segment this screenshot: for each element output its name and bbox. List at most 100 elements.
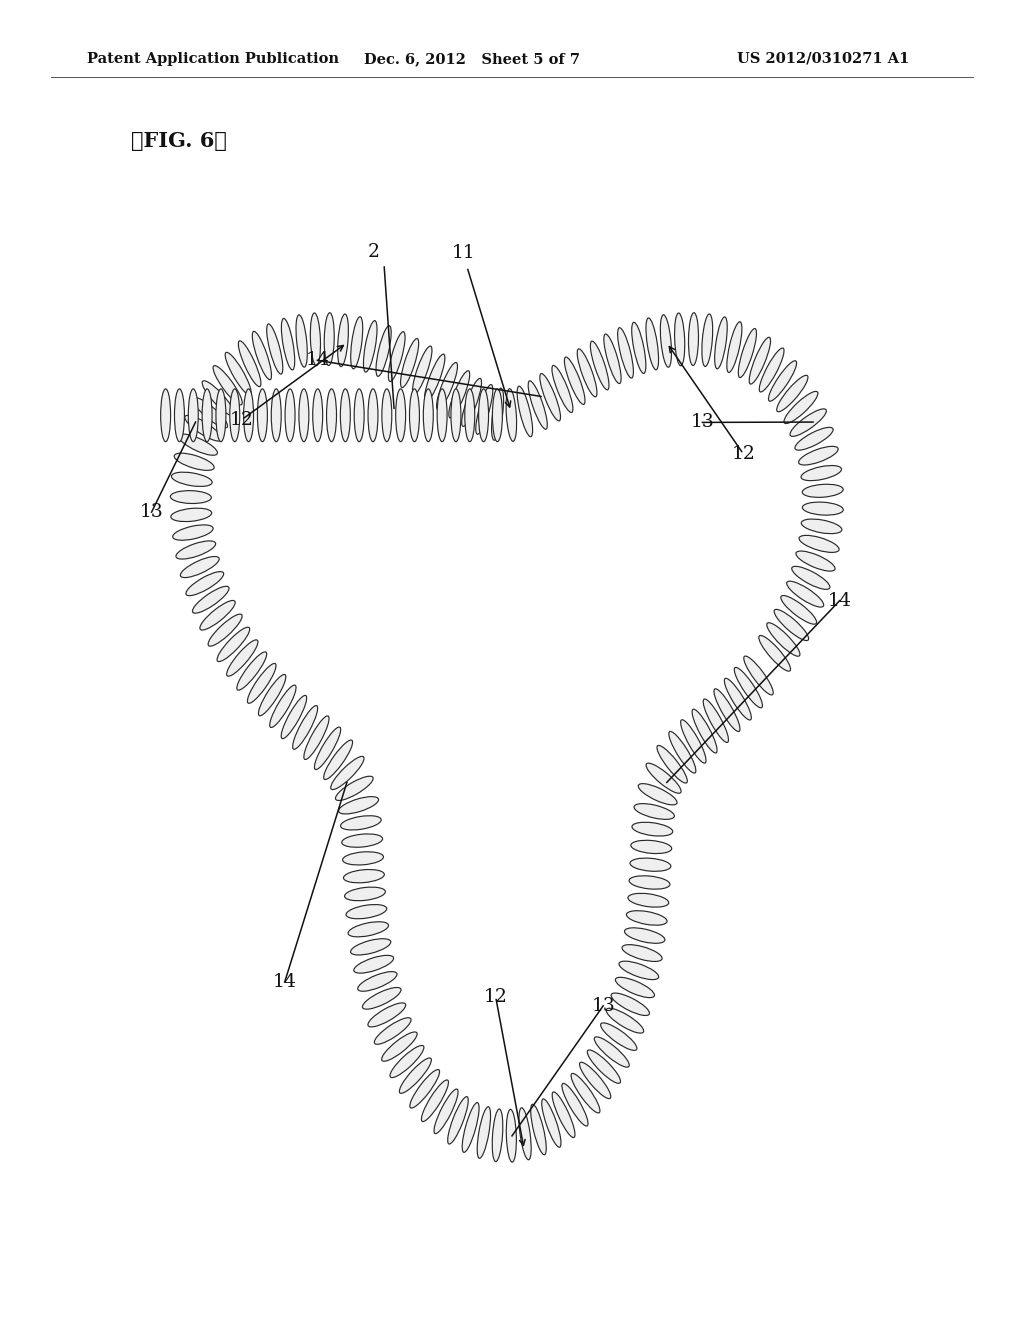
Ellipse shape [580, 1063, 611, 1098]
Ellipse shape [632, 322, 646, 374]
Ellipse shape [171, 508, 212, 521]
Ellipse shape [604, 334, 622, 384]
Ellipse shape [248, 664, 276, 704]
Ellipse shape [269, 685, 296, 727]
Ellipse shape [615, 977, 654, 998]
Ellipse shape [530, 1105, 546, 1155]
Ellipse shape [343, 870, 384, 883]
Ellipse shape [226, 640, 258, 676]
Ellipse shape [692, 709, 717, 752]
Ellipse shape [202, 380, 234, 416]
Ellipse shape [237, 652, 266, 690]
Ellipse shape [660, 315, 672, 367]
Ellipse shape [768, 360, 797, 401]
Ellipse shape [646, 763, 681, 793]
Ellipse shape [293, 706, 317, 750]
Text: 12: 12 [731, 445, 756, 463]
Ellipse shape [375, 1018, 411, 1044]
Ellipse shape [186, 572, 223, 595]
Ellipse shape [423, 389, 433, 442]
Ellipse shape [225, 352, 251, 395]
Ellipse shape [171, 473, 212, 487]
Ellipse shape [388, 331, 406, 381]
Text: 14: 14 [272, 973, 297, 991]
Text: 12: 12 [483, 987, 508, 1006]
Ellipse shape [161, 389, 171, 442]
Ellipse shape [622, 945, 663, 961]
Ellipse shape [517, 387, 532, 437]
Ellipse shape [193, 397, 227, 428]
Text: 2: 2 [368, 243, 380, 261]
Ellipse shape [325, 313, 334, 366]
Ellipse shape [632, 822, 673, 836]
Ellipse shape [376, 326, 391, 376]
Ellipse shape [346, 904, 387, 919]
Ellipse shape [174, 453, 214, 470]
Ellipse shape [601, 1023, 637, 1051]
Ellipse shape [790, 409, 826, 437]
Ellipse shape [180, 557, 219, 578]
Ellipse shape [795, 428, 834, 450]
Ellipse shape [364, 321, 377, 372]
Ellipse shape [519, 1107, 531, 1160]
Ellipse shape [801, 519, 842, 533]
Ellipse shape [803, 502, 844, 515]
Ellipse shape [244, 389, 254, 442]
Ellipse shape [296, 314, 307, 367]
Ellipse shape [617, 327, 634, 378]
Ellipse shape [425, 354, 444, 401]
Ellipse shape [344, 887, 385, 900]
Ellipse shape [170, 491, 211, 503]
Ellipse shape [400, 338, 419, 388]
Text: Dec. 6, 2012   Sheet 5 of 7: Dec. 6, 2012 Sheet 5 of 7 [364, 51, 580, 66]
Ellipse shape [571, 1073, 600, 1113]
Ellipse shape [627, 911, 667, 925]
Ellipse shape [552, 366, 573, 413]
Ellipse shape [312, 389, 323, 442]
Ellipse shape [257, 389, 267, 442]
Ellipse shape [802, 484, 843, 498]
Ellipse shape [338, 314, 348, 367]
Ellipse shape [451, 389, 461, 442]
Text: Patent Application Publication: Patent Application Publication [87, 51, 339, 66]
Ellipse shape [506, 388, 517, 441]
Ellipse shape [606, 1008, 644, 1034]
Ellipse shape [578, 348, 597, 397]
Ellipse shape [767, 623, 800, 656]
Ellipse shape [465, 389, 475, 442]
Ellipse shape [781, 595, 816, 624]
Ellipse shape [200, 601, 236, 630]
Ellipse shape [620, 961, 658, 979]
Ellipse shape [434, 1089, 458, 1134]
Ellipse shape [625, 928, 665, 944]
Text: 14: 14 [827, 591, 852, 610]
Ellipse shape [208, 614, 242, 647]
Ellipse shape [492, 388, 504, 441]
Ellipse shape [634, 804, 675, 820]
Ellipse shape [703, 700, 728, 742]
Ellipse shape [796, 550, 836, 572]
Ellipse shape [657, 746, 687, 783]
Ellipse shape [743, 656, 773, 694]
Ellipse shape [591, 341, 609, 389]
Ellipse shape [669, 731, 696, 774]
Ellipse shape [350, 939, 391, 954]
Ellipse shape [217, 627, 250, 661]
Ellipse shape [266, 323, 283, 374]
Ellipse shape [282, 318, 295, 370]
Ellipse shape [410, 1069, 439, 1107]
Ellipse shape [628, 894, 669, 907]
Ellipse shape [422, 1080, 449, 1122]
Ellipse shape [327, 389, 337, 442]
Ellipse shape [476, 384, 493, 434]
Ellipse shape [540, 374, 560, 421]
Ellipse shape [362, 987, 401, 1010]
Text: 13: 13 [690, 413, 715, 432]
Ellipse shape [258, 675, 286, 715]
Ellipse shape [354, 389, 365, 442]
Ellipse shape [343, 851, 383, 865]
Ellipse shape [738, 329, 757, 378]
Ellipse shape [564, 356, 585, 404]
Ellipse shape [792, 566, 829, 589]
Ellipse shape [340, 389, 350, 442]
